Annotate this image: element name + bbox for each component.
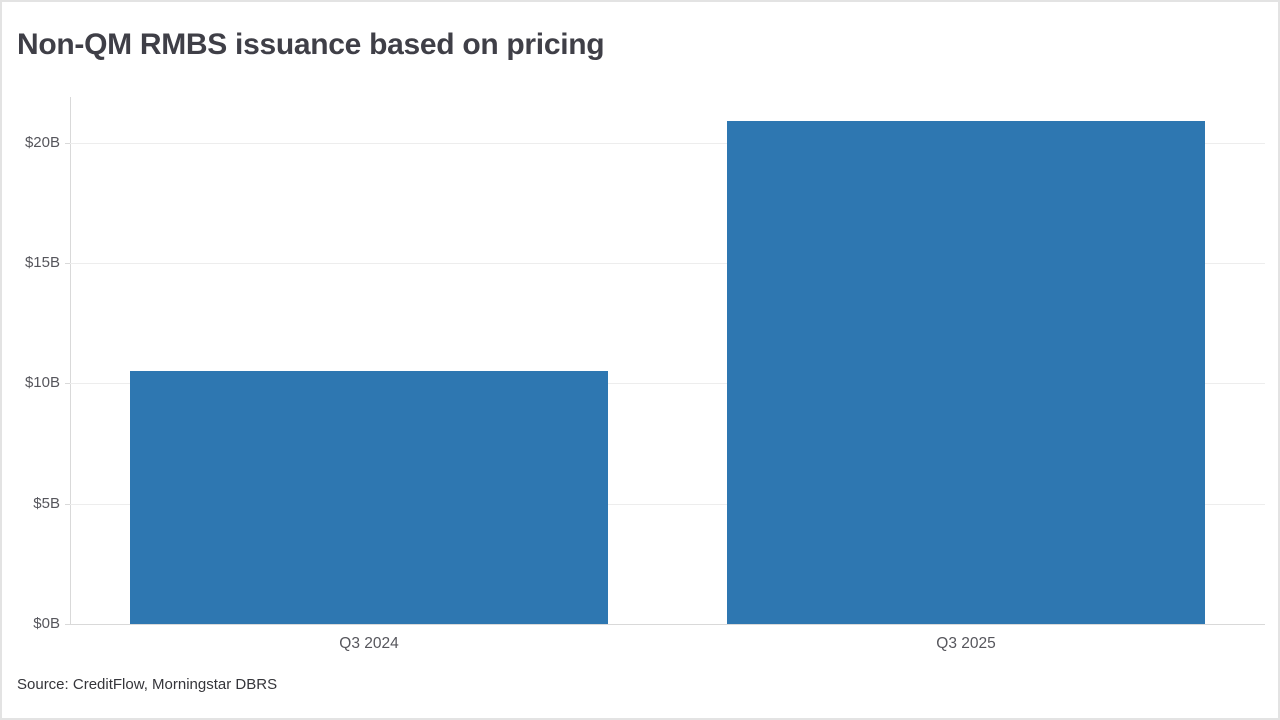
source-note: Source: CreditFlow, Morningstar DBRS [17,676,278,693]
x-axis-category-label: Q3 2025 [936,635,996,652]
bar-q3-2025 [727,121,1205,624]
plot-area: $0B $5B $10B $15B $20B Q3 2024 Q3 2025 [25,97,1265,652]
y-axis-tick [65,504,70,505]
gridline [70,383,1265,384]
x-axis-category-label: Q3 2024 [339,635,399,652]
x-axis-line [70,624,1265,625]
y-axis-tick-label: $0B [33,615,60,632]
gridline [70,263,1265,264]
y-axis-line [70,97,71,624]
gridline [70,143,1265,144]
y-axis-tick [65,624,70,625]
bar-q3-2024 [130,371,608,624]
y-axis-tick-label: $20B [24,134,60,151]
y-axis-tick-label: $5B [33,495,60,512]
gridline [70,504,1265,505]
y-axis-tick-label: $15B [24,254,60,271]
y-axis-tick-label: $10B [24,374,60,391]
y-axis-tick [65,143,70,144]
y-axis-tick [65,263,70,264]
y-axis-tick [65,383,70,384]
chart-title: Non-QM RMBS issuance based on pricing [17,28,605,61]
